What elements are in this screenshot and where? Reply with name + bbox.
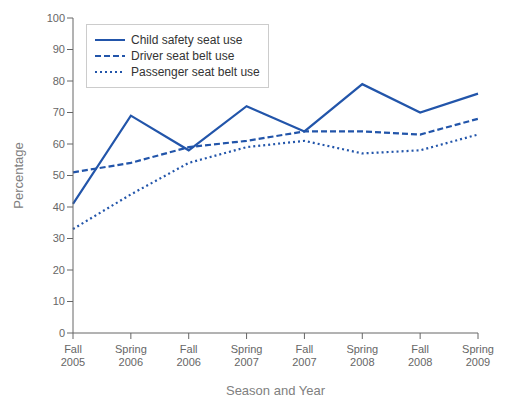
- html-text:Driver seat belt use: Driver seat belt use: [131, 49, 235, 63]
- svg-text:50: 50: [53, 169, 65, 181]
- svg-text:80: 80: [53, 75, 65, 87]
- svg-text:Season and Year: Season and Year: [226, 383, 326, 398]
- html-text:Child safety seat use: Child safety seat use: [131, 33, 243, 47]
- svg-text:20: 20: [53, 264, 65, 276]
- svg-text:Fall2006: Fall2006: [176, 343, 200, 368]
- svg-text:Percentage: Percentage: [11, 142, 26, 209]
- svg-text:Spring2007: Spring2007: [231, 343, 263, 368]
- svg-text:70: 70: [53, 106, 65, 118]
- svg-text:30: 30: [53, 232, 65, 244]
- svg-text:Spring2006: Spring2006: [115, 343, 147, 368]
- svg-text:0: 0: [59, 327, 65, 339]
- html-text:Passenger seat belt use: Passenger seat belt use: [131, 65, 260, 79]
- svg-text:Spring2008: Spring2008: [346, 343, 378, 368]
- svg-text:100: 100: [47, 12, 65, 24]
- svg-text:60: 60: [53, 138, 65, 150]
- svg-text:Fall2008: Fall2008: [408, 343, 432, 368]
- svg-text:Fall2007: Fall2007: [292, 343, 316, 368]
- svg-text:10: 10: [53, 295, 65, 307]
- svg-text:Fall2005: Fall2005: [61, 343, 85, 368]
- svg-text:Spring2009: Spring2009: [462, 343, 494, 368]
- svg-text:90: 90: [53, 43, 65, 55]
- svg-text:40: 40: [53, 201, 65, 213]
